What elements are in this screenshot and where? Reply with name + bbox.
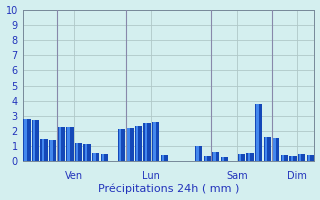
Bar bbox=[282, 155, 284, 161]
Bar bbox=[162, 155, 164, 161]
Bar bbox=[161, 155, 168, 161]
Bar bbox=[40, 139, 48, 161]
Bar bbox=[42, 139, 44, 161]
Bar bbox=[68, 127, 70, 161]
Bar bbox=[75, 143, 82, 161]
Bar bbox=[93, 153, 96, 161]
Bar bbox=[84, 144, 91, 161]
Bar bbox=[265, 137, 267, 161]
Bar bbox=[119, 129, 121, 161]
Bar bbox=[24, 119, 27, 161]
Bar bbox=[118, 129, 125, 161]
Bar bbox=[135, 126, 142, 161]
Bar bbox=[153, 122, 156, 161]
Bar bbox=[255, 104, 262, 161]
Bar bbox=[273, 138, 276, 161]
Bar bbox=[248, 153, 250, 161]
Bar bbox=[126, 128, 133, 161]
Bar bbox=[195, 146, 202, 161]
Bar bbox=[32, 120, 39, 161]
Bar bbox=[76, 143, 78, 161]
Bar bbox=[221, 157, 228, 161]
Bar bbox=[307, 155, 314, 161]
Bar bbox=[84, 144, 87, 161]
Bar bbox=[308, 155, 310, 161]
Bar bbox=[92, 153, 99, 161]
Bar bbox=[136, 126, 139, 161]
Bar bbox=[66, 127, 74, 161]
Bar bbox=[204, 156, 211, 161]
Bar bbox=[33, 120, 36, 161]
Bar bbox=[238, 154, 245, 161]
Bar bbox=[291, 156, 293, 161]
Bar bbox=[49, 140, 56, 161]
Bar bbox=[143, 123, 151, 161]
Bar bbox=[50, 140, 52, 161]
Bar bbox=[100, 154, 108, 161]
Bar bbox=[222, 157, 224, 161]
Bar bbox=[272, 138, 279, 161]
Bar bbox=[299, 154, 301, 161]
Bar bbox=[196, 146, 198, 161]
Bar bbox=[145, 123, 147, 161]
Bar bbox=[23, 119, 31, 161]
Bar bbox=[213, 152, 216, 161]
Bar bbox=[256, 104, 259, 161]
X-axis label: Précipitations 24h ( mm ): Précipitations 24h ( mm ) bbox=[98, 184, 239, 194]
Bar bbox=[289, 156, 297, 161]
Bar bbox=[127, 128, 130, 161]
Bar bbox=[298, 154, 305, 161]
Bar bbox=[239, 154, 241, 161]
Bar bbox=[246, 153, 254, 161]
Bar bbox=[58, 127, 65, 161]
Bar bbox=[102, 154, 104, 161]
Bar bbox=[212, 152, 220, 161]
Bar bbox=[264, 137, 271, 161]
Bar bbox=[205, 156, 207, 161]
Bar bbox=[152, 122, 159, 161]
Bar bbox=[281, 155, 288, 161]
Bar bbox=[59, 127, 61, 161]
